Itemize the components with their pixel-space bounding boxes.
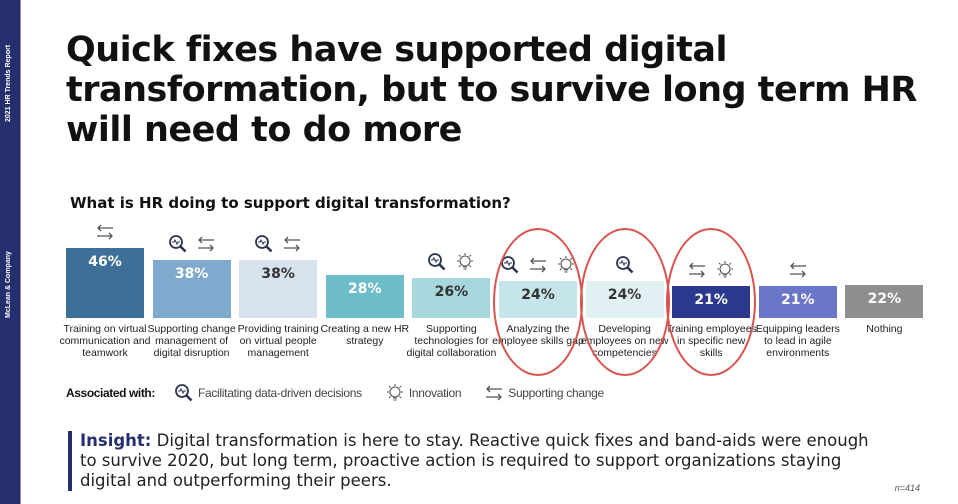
association-icons: [406, 252, 496, 272]
sidebar: 2021 HR Trends Report McLean & Company: [0, 0, 21, 504]
association-icons: [60, 222, 150, 242]
bar-value-label: 28%: [348, 281, 382, 298]
legend-text: Innovation: [408, 386, 462, 400]
insight-box: Insight: Digital transformation is here …: [68, 431, 880, 491]
lightbulb-icon: [384, 383, 406, 403]
category-label: Providing training on virtual people man…: [237, 323, 319, 359]
bar: 21%: [758, 286, 837, 318]
bar: 38%: [239, 260, 318, 318]
association-icons: [233, 234, 323, 254]
bar-value-label: 21%: [781, 292, 815, 309]
legend-text: Supporting change: [508, 386, 604, 400]
category-label: Equipping leaders to lead in agile envir…: [755, 323, 840, 359]
bar-value-label: 26%: [434, 284, 469, 301]
sample-size: n=414: [894, 483, 920, 493]
lightbulb-icon: [454, 252, 476, 272]
bar: 28%: [325, 275, 404, 318]
category-label: Supporting technologies for digital coll…: [406, 323, 497, 359]
association-icons: [753, 260, 843, 280]
category-label: Supporting change management of digital …: [147, 323, 236, 359]
bar-value-label: 38%: [261, 266, 295, 283]
highlight-ellipse: [493, 228, 583, 376]
chart-title: What is HR doing to support digital tran…: [70, 194, 511, 212]
category-label: Nothing: [866, 323, 903, 335]
swap-arrows-icon: [787, 260, 809, 280]
data-search-icon: [173, 383, 195, 403]
bar: 38%: [152, 260, 231, 318]
data-search-icon: [253, 234, 275, 254]
data-search-icon: [167, 234, 189, 254]
bar-value-label: 38%: [174, 266, 209, 283]
bar-value-label: 46%: [88, 254, 122, 270]
legend-item-data: Facilitating data-driven decisions: [173, 383, 362, 403]
category-label: Creating a new HR strategy: [320, 323, 410, 347]
bar: 22%: [845, 284, 924, 318]
category-label: Training on virtual communication and te…: [59, 323, 151, 359]
swap-arrows-icon: [483, 383, 505, 403]
legend-item-change: Supporting change: [483, 383, 604, 403]
bar-value-label: 22%: [867, 290, 902, 307]
association-icons: [147, 234, 237, 254]
legend-label: Associated with:: [66, 386, 155, 400]
legend-text: Facilitating data-driven decisions: [197, 386, 362, 400]
data-search-icon: [426, 252, 448, 272]
bar: 26%: [412, 278, 491, 318]
bar: 46%: [66, 248, 144, 318]
legend: Associated with: Facilitating data-drive…: [66, 383, 626, 403]
legend-item-innovation: Innovation: [384, 383, 462, 403]
page-title: Quick fixes have supported digital trans…: [66, 30, 917, 150]
insight-text: Digital transformation is here to stay. …: [80, 431, 869, 490]
swap-arrows-icon: [195, 234, 217, 254]
highlight-ellipse: [579, 228, 670, 376]
swap-arrows-icon: [281, 234, 303, 254]
swap-arrows-icon: [94, 222, 116, 242]
highlight-ellipse: [666, 228, 757, 376]
bar-chart: 46% Training on virtual communication and…: [59, 0, 924, 376]
insight-label: Insight:: [80, 431, 152, 450]
